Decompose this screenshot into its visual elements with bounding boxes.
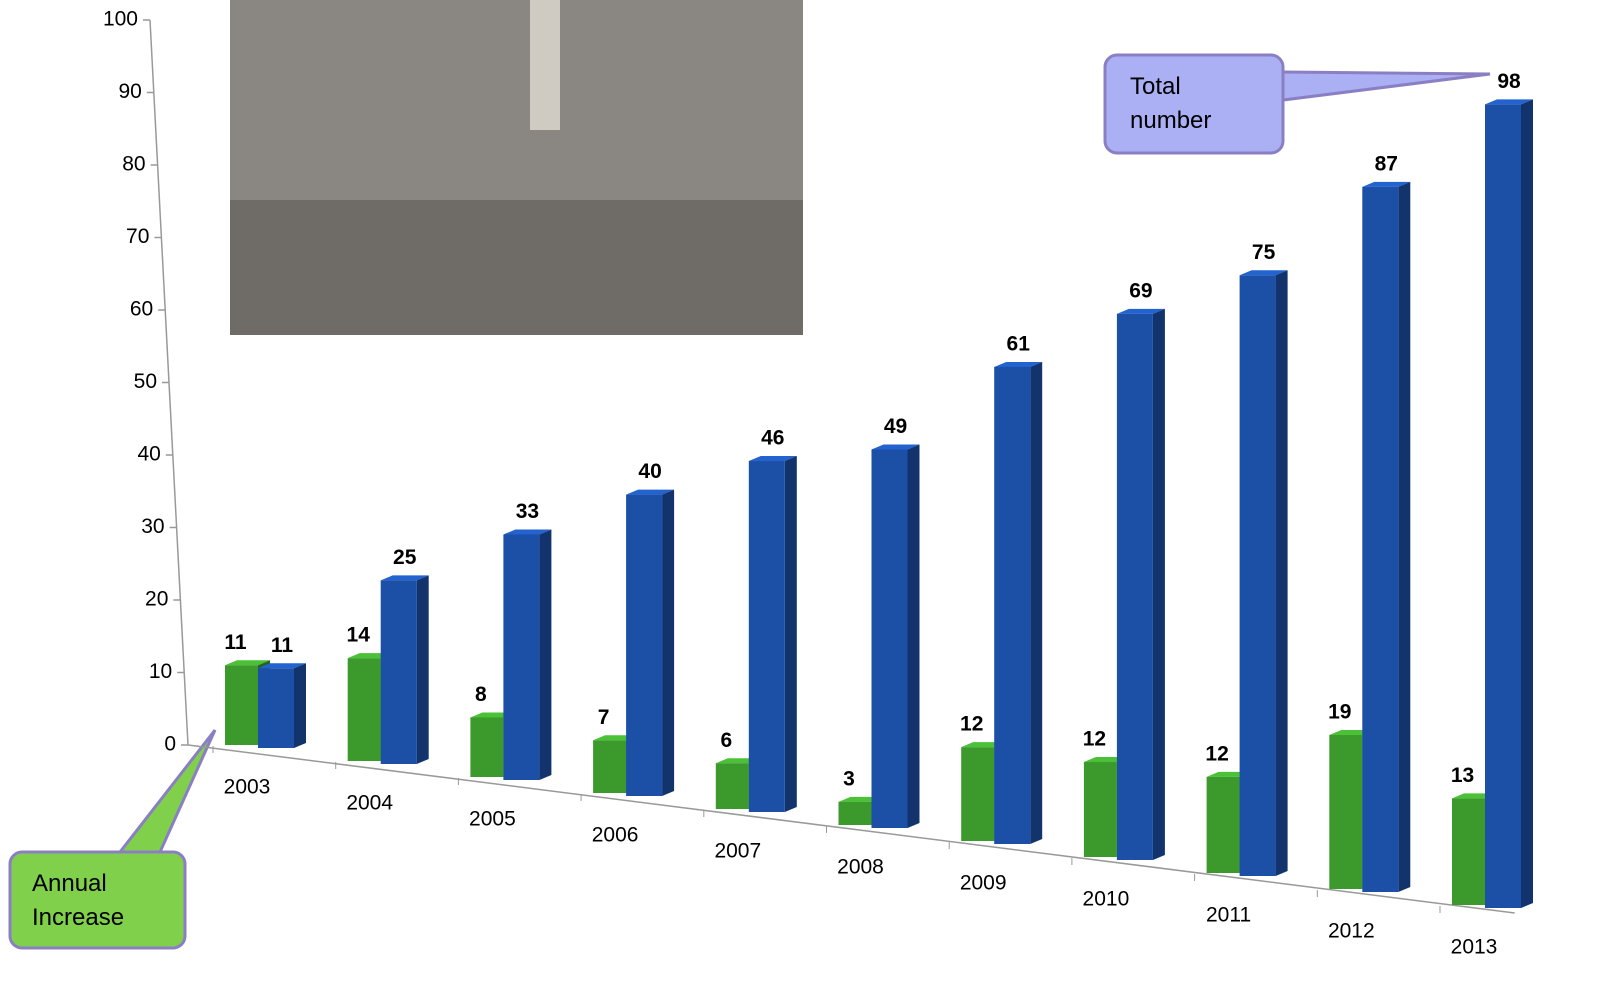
bar bbox=[748, 461, 785, 812]
photo-pillar bbox=[530, 0, 560, 130]
legend-label: Annual Increase bbox=[32, 870, 125, 931]
data-label: 14 bbox=[347, 624, 371, 647]
bar bbox=[626, 494, 663, 796]
data-label: 46 bbox=[761, 427, 784, 450]
bar bbox=[1206, 776, 1240, 873]
data-label: 40 bbox=[638, 460, 661, 483]
x-tick-label: 2010 bbox=[1083, 888, 1130, 911]
bar-top bbox=[1239, 270, 1288, 276]
bar bbox=[258, 668, 294, 748]
bar-side bbox=[294, 663, 306, 748]
bar bbox=[470, 717, 504, 777]
x-axis bbox=[187, 744, 1515, 914]
y-tick-label: 40 bbox=[137, 443, 160, 466]
bar bbox=[1485, 104, 1521, 908]
x-tick-label: 2005 bbox=[469, 808, 516, 831]
bar bbox=[1239, 275, 1276, 876]
bar bbox=[871, 449, 908, 828]
bar-side bbox=[1030, 361, 1043, 844]
x-tick-label: 2009 bbox=[960, 872, 1007, 895]
data-label: 7 bbox=[598, 706, 610, 729]
callout-box bbox=[8, 850, 187, 950]
data-label: 75 bbox=[1252, 241, 1276, 264]
bar bbox=[1083, 762, 1117, 857]
bar-side bbox=[1398, 181, 1411, 893]
y-tick-label: 20 bbox=[145, 588, 168, 611]
data-label: 12 bbox=[1205, 742, 1228, 765]
bar bbox=[1116, 313, 1153, 860]
y-tick-label: 30 bbox=[141, 515, 164, 538]
y-tick-label: 80 bbox=[122, 153, 145, 176]
bar-top bbox=[258, 663, 306, 669]
bar bbox=[380, 580, 417, 764]
bar bbox=[961, 747, 995, 841]
data-label: 8 bbox=[475, 683, 487, 706]
data-label: 69 bbox=[1129, 279, 1152, 302]
data-label: 49 bbox=[884, 415, 907, 438]
y-tick-label: 70 bbox=[126, 225, 149, 248]
bar-top bbox=[503, 529, 552, 535]
y-tick-label: 10 bbox=[149, 660, 172, 683]
bar bbox=[1452, 798, 1485, 905]
bar bbox=[1329, 735, 1363, 889]
callout-pointer bbox=[1281, 70, 1491, 102]
y-tick-label: 0 bbox=[164, 733, 176, 756]
photo-ground bbox=[230, 200, 803, 335]
callout-box bbox=[1103, 53, 1285, 155]
bar-top bbox=[626, 489, 675, 495]
data-label: 3 bbox=[843, 767, 855, 790]
bar-top bbox=[871, 444, 920, 450]
y-tick-label: 50 bbox=[134, 370, 157, 393]
bar bbox=[838, 801, 872, 825]
data-label: 25 bbox=[393, 546, 417, 569]
bar bbox=[994, 366, 1031, 844]
bar bbox=[503, 534, 540, 780]
data-label: 11 bbox=[224, 631, 247, 654]
bar-side bbox=[1521, 99, 1533, 908]
y-tick-label: 90 bbox=[118, 80, 141, 103]
data-label: 13 bbox=[1451, 764, 1474, 787]
bar bbox=[1362, 186, 1399, 893]
data-label: 98 bbox=[1497, 70, 1521, 93]
x-tick-label: 2004 bbox=[346, 792, 393, 815]
bar bbox=[593, 740, 627, 793]
data-label: 33 bbox=[516, 500, 539, 523]
x-tick-label: 2013 bbox=[1451, 936, 1498, 959]
data-label: 12 bbox=[960, 713, 983, 736]
x-tick-label: 2008 bbox=[837, 856, 884, 879]
y-tick-label: 100 bbox=[103, 8, 138, 31]
y-tick-label: 60 bbox=[130, 298, 153, 321]
bar-side bbox=[1275, 270, 1288, 876]
legend-label: Total number bbox=[1130, 73, 1212, 134]
x-tick-label: 2011 bbox=[1206, 904, 1251, 927]
bar-side bbox=[662, 489, 675, 796]
bar bbox=[347, 658, 381, 761]
x-tick-label: 2012 bbox=[1328, 920, 1375, 943]
bar-top bbox=[748, 456, 797, 462]
x-tick-label: 2007 bbox=[714, 840, 761, 863]
bar-side bbox=[416, 575, 429, 764]
bar-side bbox=[784, 456, 797, 812]
data-label: 12 bbox=[1083, 728, 1106, 751]
bar-side bbox=[539, 529, 552, 780]
bar-top bbox=[225, 660, 270, 666]
bar-side bbox=[907, 444, 920, 828]
x-tick-label: 2006 bbox=[592, 824, 639, 847]
data-label: 11 bbox=[271, 634, 294, 657]
bar-top bbox=[1116, 308, 1165, 314]
bar-top bbox=[380, 575, 429, 581]
bar-top bbox=[1485, 99, 1533, 105]
data-label: 61 bbox=[1007, 333, 1031, 356]
bar bbox=[225, 665, 258, 745]
bar bbox=[715, 763, 749, 809]
data-label: 6 bbox=[720, 729, 732, 752]
data-label: 19 bbox=[1328, 701, 1351, 724]
bar-top bbox=[994, 361, 1043, 367]
data-label: 87 bbox=[1375, 152, 1398, 175]
bar-top bbox=[1362, 181, 1411, 187]
bar-side bbox=[1152, 308, 1165, 860]
x-tick-label: 2003 bbox=[224, 776, 271, 799]
